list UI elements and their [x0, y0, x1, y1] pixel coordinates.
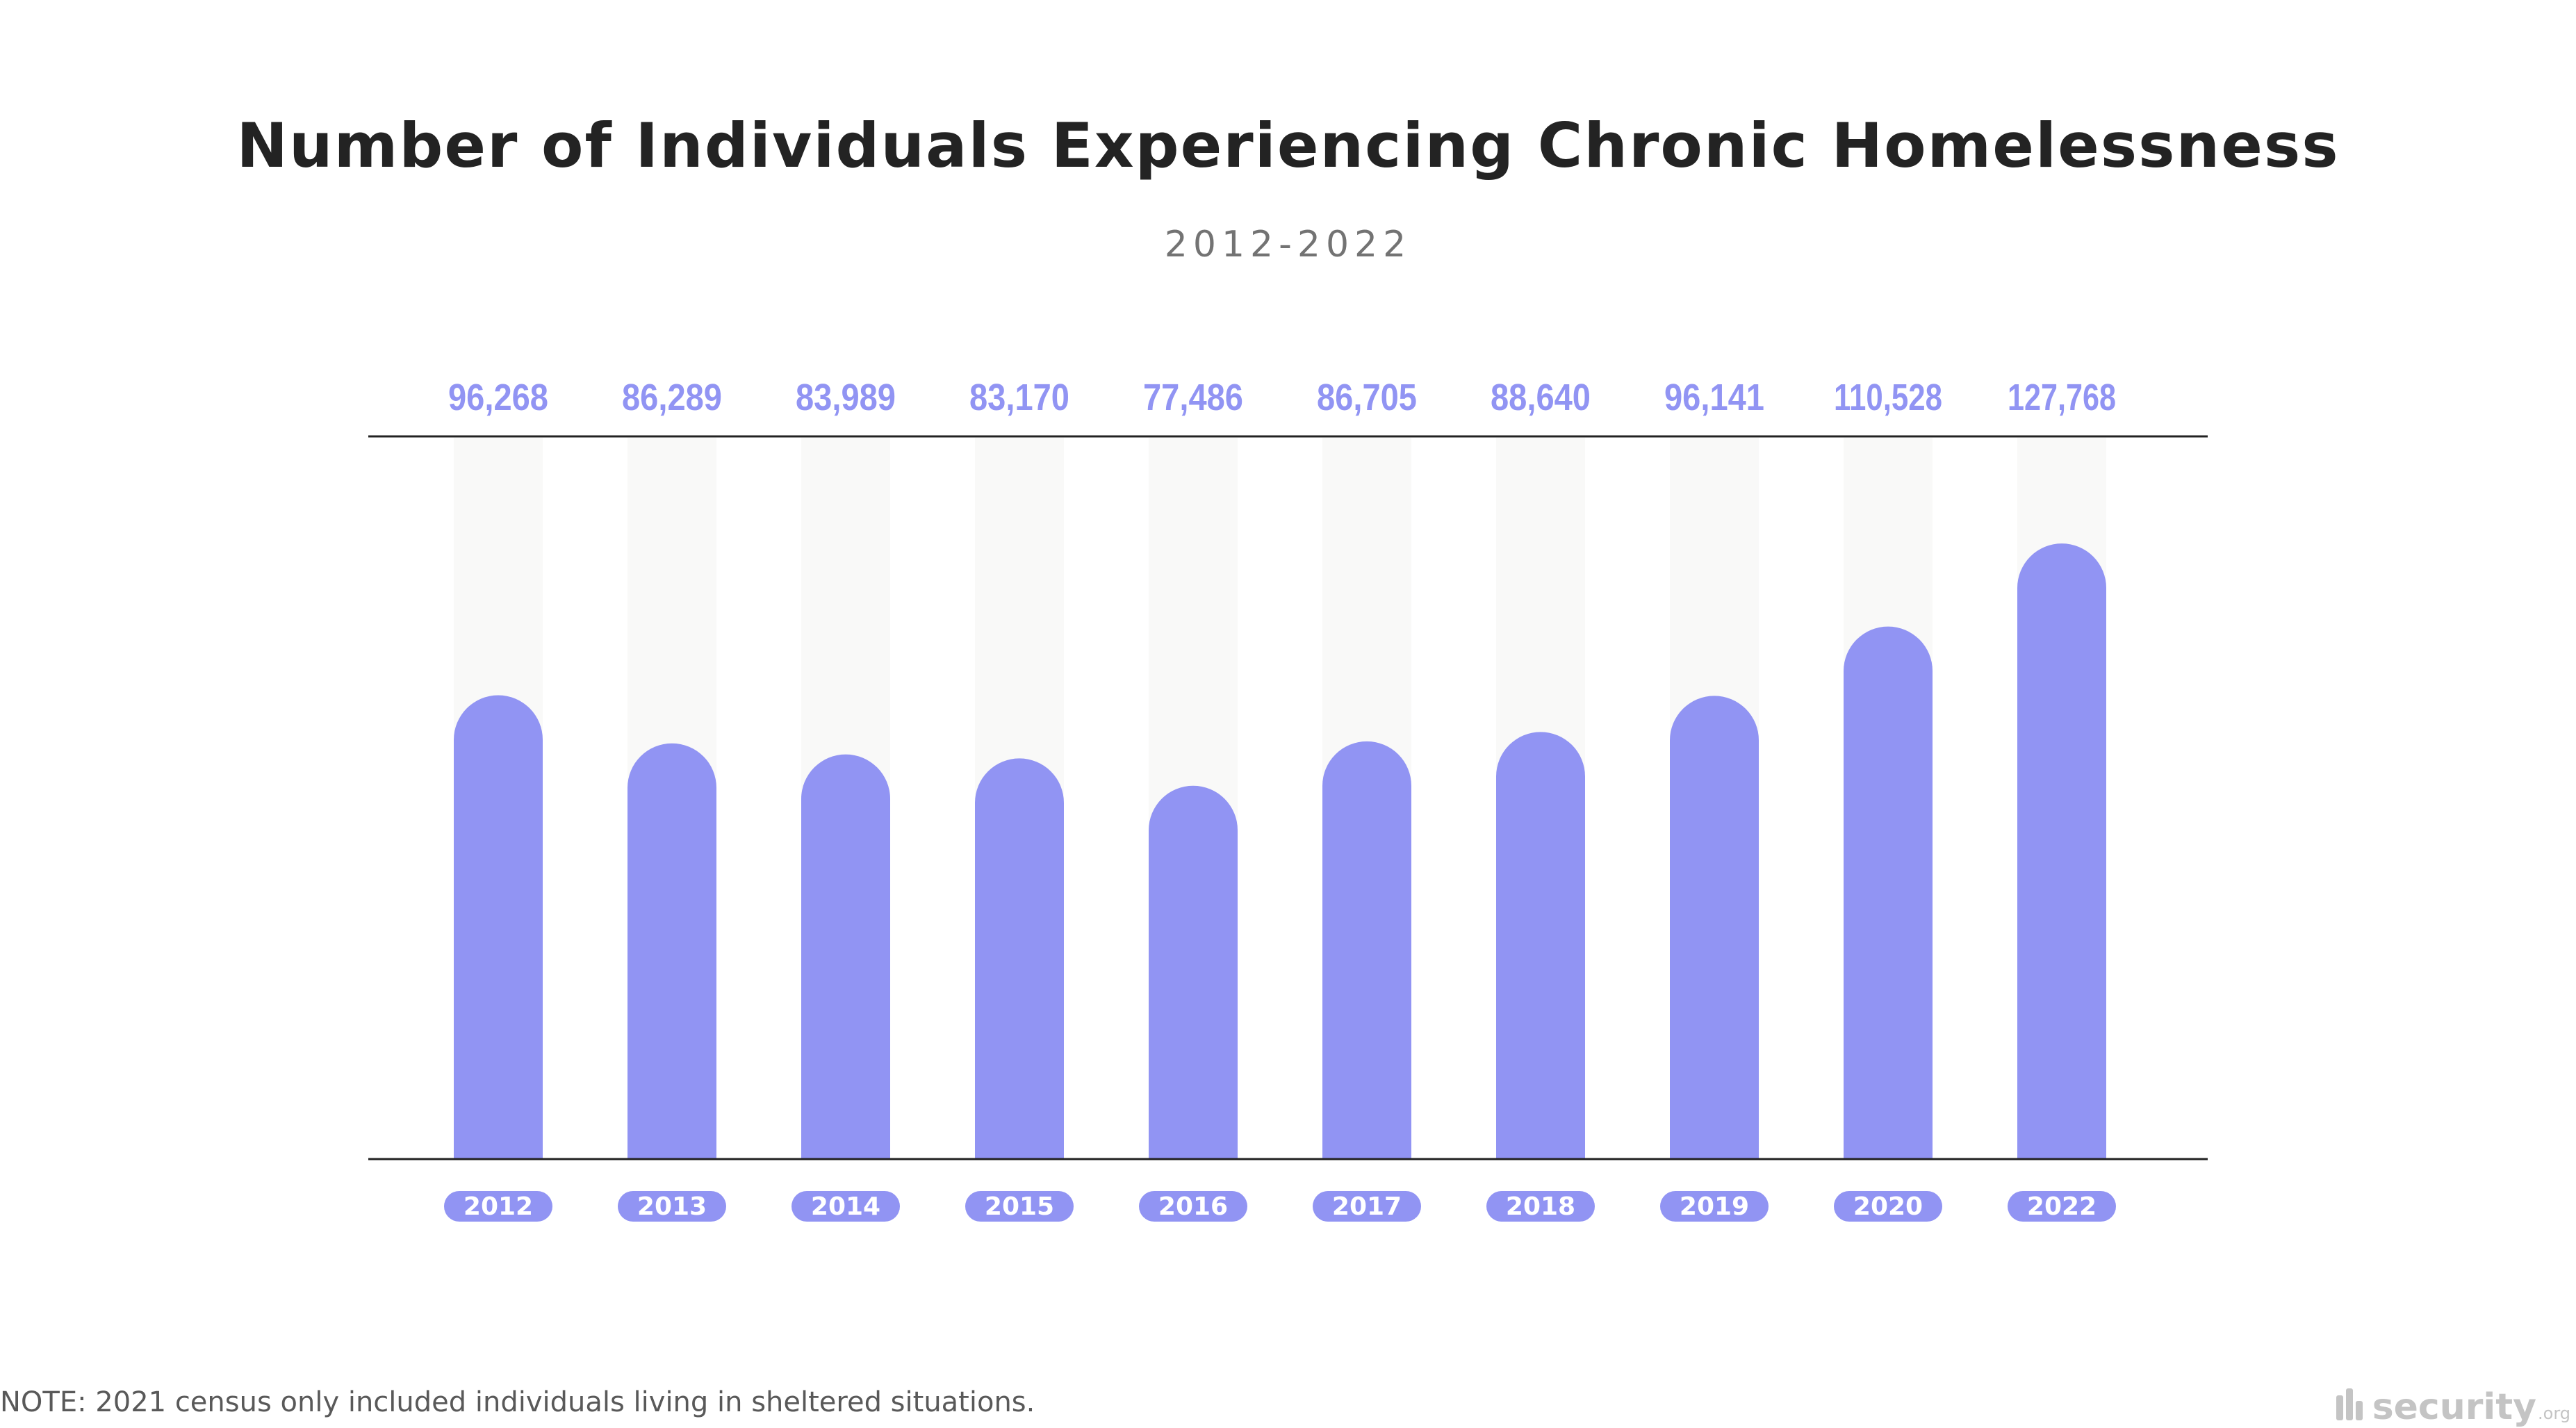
year-pill-2014 — [791, 1191, 900, 1222]
bars — [454, 543, 2106, 1159]
bar-2014 — [801, 754, 890, 1159]
year-label-2015: 2015 — [985, 1192, 1054, 1221]
year-pill-2016 — [1139, 1191, 1247, 1222]
year-label-2019: 2019 — [1680, 1192, 1749, 1221]
year-pill-2018 — [1486, 1191, 1595, 1222]
year-pill-2013 — [618, 1191, 726, 1222]
year-label-2014: 2014 — [811, 1192, 880, 1221]
year-pill-2022 — [2008, 1191, 2116, 1222]
bar-2017 — [1322, 741, 1411, 1159]
year-pill-2012 — [444, 1191, 552, 1222]
year-pill-2017 — [1313, 1191, 1421, 1222]
value-label-2022: 127,768 — [2008, 377, 2116, 418]
brand-logo: security .org — [2336, 1384, 2570, 1428]
bar-2015 — [975, 758, 1064, 1159]
year-pill-2020 — [1834, 1191, 1942, 1222]
year-label-2022: 2022 — [2027, 1192, 2097, 1221]
year-pill-2019 — [1660, 1191, 1769, 1222]
bar-2018 — [1496, 732, 1585, 1159]
bar-2019 — [1670, 696, 1759, 1159]
bar-2020 — [1844, 626, 1933, 1159]
year-label-2016: 2016 — [1158, 1192, 1228, 1221]
value-label-2015: 83,170 — [969, 377, 1069, 418]
value-label-2018: 88,640 — [1491, 377, 1591, 418]
year-label-2013: 2013 — [637, 1192, 707, 1221]
value-label-2013: 86,289 — [622, 377, 722, 418]
value-label-2017: 86,705 — [1317, 377, 1417, 418]
brand-name: security — [2372, 1386, 2536, 1428]
value-label-2012: 96,268 — [448, 377, 548, 418]
bar-2016 — [1149, 785, 1238, 1159]
year-label-2018: 2018 — [1506, 1192, 1575, 1221]
value-label-2014: 83,989 — [796, 377, 896, 418]
bar-2022 — [2017, 543, 2106, 1159]
value-label-2020: 110,528 — [1834, 377, 1942, 418]
year-label-2020: 2020 — [1853, 1192, 1923, 1221]
value-labels: 96,268 86,289 83,989 83,170 77,486 86,705 88,6… — [448, 377, 2116, 418]
year-label-2012: 2012 — [463, 1192, 533, 1221]
year-pill-2015 — [965, 1191, 1074, 1222]
bar-2013 — [627, 743, 716, 1159]
footnote: NOTE: 2021 census only included individu… — [0, 1386, 1035, 1418]
brand-tld: .org — [2538, 1404, 2570, 1423]
security-logo-icon — [2336, 1388, 2363, 1420]
value-label-2019: 96,141 — [1664, 377, 1764, 418]
year-pills: 2012 2013 2014 2015 2016 2017 2018 2019 2020 2022 — [444, 1191, 2116, 1222]
value-label-2016: 77,486 — [1143, 377, 1243, 418]
chart-title: Number of Individuals Experiencing Chron… — [236, 110, 2340, 181]
chart-subtitle: 2012-2022 — [1164, 224, 1412, 265]
bar-2012 — [454, 695, 543, 1159]
year-label-2017: 2017 — [1332, 1192, 1402, 1221]
